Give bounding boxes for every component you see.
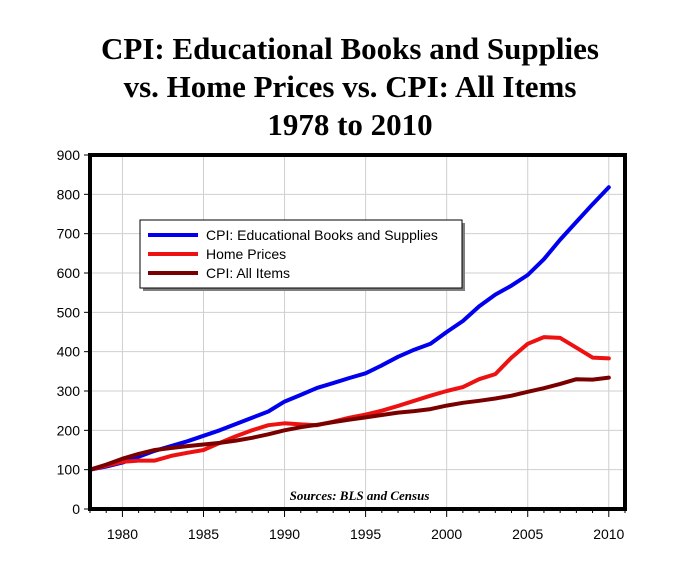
x-tick-label: 1995 xyxy=(350,526,381,542)
y-tick-label: 400 xyxy=(57,344,81,360)
series-line-3 xyxy=(88,375,611,472)
x-tick-label: 2005 xyxy=(512,526,543,542)
x-tick-label: 1990 xyxy=(269,526,300,542)
y-tick-label: 600 xyxy=(57,265,81,281)
legend-label: CPI: Educational Books and Supplies xyxy=(206,227,438,243)
y-tick-label: 500 xyxy=(57,304,81,320)
y-tick-label: 800 xyxy=(57,186,81,202)
y-tick-label: 700 xyxy=(57,226,81,242)
x-tick-label: 2010 xyxy=(593,526,624,542)
y-tick-label: 100 xyxy=(57,462,81,478)
tick-labels: 0 100 200 300 400 500 600 700 800 900 1980 1985 1990… xyxy=(57,147,625,542)
plot-frame xyxy=(88,153,627,511)
y-tick-label: 900 xyxy=(57,147,81,163)
legend: CPI: Educational Books and Supplies Home … xyxy=(139,219,465,291)
x-tick-label: 1980 xyxy=(107,526,138,542)
legend-label: Home Prices xyxy=(206,246,286,262)
y-tick-label: 0 xyxy=(72,501,80,517)
source-annotation: Sources: BLS and Census xyxy=(290,488,430,503)
chart-title-line-1: CPI: Educational Books and Supplies xyxy=(101,31,599,66)
x-tick-label: 2000 xyxy=(431,526,462,542)
y-tick-label: 200 xyxy=(57,422,81,438)
series-lines xyxy=(88,185,611,472)
chart-title: CPI: Educational Books and Supplies vs. … xyxy=(0,30,700,144)
chart-title-line-2: vs. Home Prices vs. CPI: All Items xyxy=(123,69,577,104)
grid-lines xyxy=(90,154,625,510)
axis-ticks xyxy=(84,154,626,517)
y-tick-label: 300 xyxy=(57,383,81,399)
x-tick-label: 1985 xyxy=(188,526,219,542)
series-line-1 xyxy=(88,185,611,472)
chart-title-line-3: 1978 to 2010 xyxy=(267,107,433,142)
legend-label: CPI: All Items xyxy=(206,265,290,281)
